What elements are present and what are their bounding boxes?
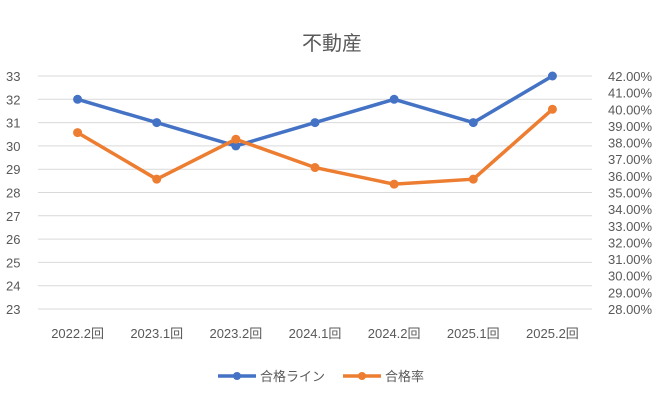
data-point bbox=[547, 71, 557, 81]
data-point bbox=[547, 104, 557, 114]
left-tick-label: 23 bbox=[6, 302, 20, 317]
right-tick-label: 29.00% bbox=[608, 285, 653, 300]
data-point bbox=[468, 118, 478, 128]
series-line bbox=[77, 74, 554, 148]
left-tick-label: 33 bbox=[6, 69, 20, 84]
series bbox=[73, 71, 557, 189]
data-point bbox=[152, 118, 162, 128]
right-axis: 28.00% 29.00%30.00% 31.00% 32.00%33.00% 34.0… bbox=[608, 69, 653, 317]
data-point bbox=[389, 179, 399, 189]
right-tick-label: 33.00% bbox=[608, 219, 653, 234]
left-tick-label: 32 bbox=[6, 92, 20, 107]
data-point bbox=[73, 128, 83, 138]
legend-label: 合格ライン bbox=[260, 369, 325, 384]
x-tick-label: 2022.2回 bbox=[51, 326, 104, 341]
data-point bbox=[73, 94, 83, 104]
data-point bbox=[152, 174, 162, 184]
left-tick-label: 31 bbox=[6, 116, 20, 131]
chart-title: 不動産 bbox=[302, 32, 362, 55]
x-tick-label: 2025.2回 bbox=[526, 326, 579, 341]
x-axis: 2022.2回 2023.1回 2023.2回 2024.1回 2024.2回 2025.… bbox=[51, 326, 579, 341]
legend-marker bbox=[358, 372, 367, 380]
x-tick-label: 2023.1回 bbox=[130, 326, 183, 341]
right-tick-label: 39.00% bbox=[608, 119, 653, 134]
data-point bbox=[231, 141, 241, 151]
right-tick-label: 36.00% bbox=[608, 169, 653, 184]
left-tick-label: 26 bbox=[6, 232, 20, 247]
left-tick-label: 28 bbox=[6, 186, 20, 201]
data-point bbox=[231, 134, 241, 144]
x-tick-label: 2023.2回 bbox=[209, 326, 262, 341]
right-tick-label: 32.00% bbox=[608, 235, 653, 250]
right-tick-label: 41.00% bbox=[608, 86, 653, 101]
data-point bbox=[310, 118, 320, 128]
x-tick-label: 2024.2回 bbox=[368, 326, 421, 341]
right-tick-label: 34.00% bbox=[608, 202, 653, 217]
x-tick-label: 2025.1回 bbox=[447, 326, 500, 341]
data-point bbox=[468, 174, 478, 184]
legend: 合格ライン 合格率 bbox=[218, 369, 424, 384]
right-tick-label: 40.00% bbox=[608, 102, 653, 117]
right-tick-label: 38.00% bbox=[608, 136, 653, 151]
left-tick-label: 29 bbox=[6, 162, 20, 177]
left-tick-label: 25 bbox=[6, 255, 20, 270]
right-tick-label: 28.00% bbox=[608, 302, 653, 317]
right-tick-label: 42.00% bbox=[608, 69, 653, 84]
legend-marker bbox=[233, 372, 241, 380]
left-axis: 23 24 25 26 27 28 29 30 31 32 33 bbox=[6, 69, 20, 317]
left-tick-label: 27 bbox=[6, 209, 20, 224]
legend-label: 合格率 bbox=[385, 369, 424, 384]
right-tick-label: 30.00% bbox=[608, 269, 653, 284]
data-point bbox=[389, 94, 399, 104]
x-tick-label: 2024.1回 bbox=[289, 326, 342, 341]
left-tick-label: 30 bbox=[6, 139, 20, 154]
right-tick-label: 35.00% bbox=[608, 186, 653, 201]
data-point bbox=[310, 163, 320, 173]
right-tick-label: 37.00% bbox=[608, 152, 653, 167]
right-tick-label: 31.00% bbox=[608, 252, 653, 267]
left-tick-label: 24 bbox=[6, 279, 20, 294]
